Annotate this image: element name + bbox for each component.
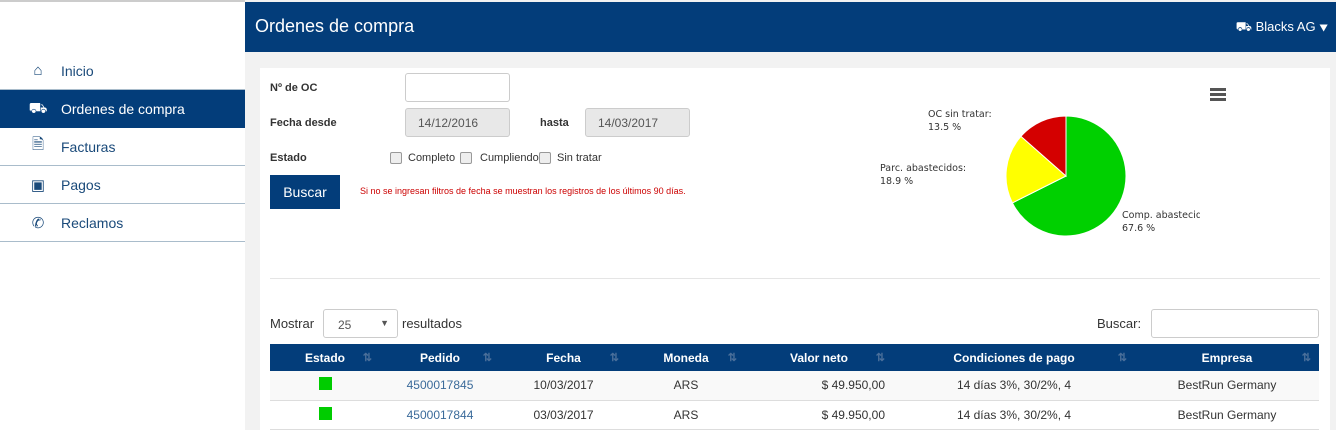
page-size-select[interactable]: 25 ▼ (323, 309, 398, 338)
hasta-input[interactable]: 14/03/2017 (585, 108, 690, 137)
moneda-cell: ARS (627, 400, 745, 430)
column-header[interactable]: Moneda ⇅ (627, 344, 745, 371)
table-row: 4500017845 10/03/2017 ARS $ 49.950,00 14 día… (270, 371, 1319, 401)
sort-icon[interactable]: ⇅ (875, 351, 885, 364)
pedido-cell: 4500017845 (380, 371, 500, 401)
sidebar-item-inicio[interactable]: ⌂ Inicio (0, 52, 245, 90)
oc-input[interactable] (405, 73, 510, 102)
sort-icon[interactable]: ⇅ (727, 351, 737, 364)
column-header[interactable]: Pedido ⇅ (380, 344, 500, 371)
fecha-desde-label: Fecha desde (270, 117, 337, 129)
sidebar: ⌂ Inicio ⛟ Ordenes de compra 🗎 Facturas ▣ Pa… (0, 0, 245, 430)
user-menu[interactable]: ⛟ Blacks AG ▾ (1235, 19, 1328, 34)
search-input[interactable] (1151, 309, 1319, 338)
column-header[interactable]: Valor neto ⇅ (745, 344, 893, 371)
sidebar-item-ordenes[interactable]: ⛟ Ordenes de compra (0, 90, 245, 128)
table-row: 4500017844 03/03/2017 ARS $ 49.950,00 14 día… (270, 400, 1319, 430)
column-header[interactable]: Empresa ⇅ (1135, 344, 1319, 371)
sort-icon[interactable]: ⇅ (1301, 351, 1311, 364)
slice-label: 13.5 % (928, 122, 961, 133)
phone-icon: ✆ (31, 214, 45, 232)
label: Ordenes de compra (61, 101, 185, 117)
mostrar-label: Mostrar (270, 316, 315, 331)
pie-slice[interactable] (1011, 115, 1127, 237)
buscar-button[interactable]: Buscar (270, 175, 340, 209)
home-icon: ⌂ (33, 62, 43, 79)
column-header[interactable]: Fecha ⇅ (500, 344, 627, 371)
label: Completo (408, 152, 456, 164)
label: Reclamos (61, 214, 124, 231)
pedido-link[interactable]: 4500017844 (406, 407, 474, 422)
header: Ordenes de compra ⛟ Blacks AG ▾ (245, 2, 1336, 52)
user-name: Blacks AG (1255, 19, 1316, 34)
empresa-cell: BestRun Germany (1135, 371, 1319, 401)
slice-label: OC sin tratar: (928, 109, 992, 120)
document-icon: 🗎 (31, 136, 45, 153)
money-icon: ▣ (30, 176, 46, 194)
main-panel: Nº de OC Fecha desde 14/12/2016 hasta 14… (260, 68, 1330, 430)
sidebar-item-facturas[interactable]: 🗎 Facturas (0, 128, 245, 166)
checkbox-cumpliendo[interactable]: Cumpliendo (460, 152, 539, 164)
condiciones-cell: 14 días 3%, 30/2%, 4 (893, 371, 1135, 401)
column-label: Fecha (546, 350, 581, 365)
sidebar-item-pagos[interactable]: ▣ Pagos (0, 166, 245, 204)
fecha-cell: 10/03/2017 (500, 371, 627, 401)
pedido-cell: 4500017844 (380, 400, 500, 430)
estado-label: Estado (270, 152, 307, 164)
column-label: Moneda (663, 350, 709, 365)
chevron-down-icon: ▼ (380, 318, 389, 328)
condiciones-cell: 14 días 3%, 30/2%, 4 (893, 400, 1135, 430)
slice-label: 67.6 % (1122, 223, 1155, 234)
checkbox-completo[interactable]: Completo (390, 152, 455, 164)
pedido-link[interactable]: 4500017845 (406, 378, 474, 393)
fecha-desde-input[interactable]: 14/12/2016 (405, 108, 510, 137)
truck-icon: ⛟ (1235, 19, 1256, 34)
label: Cumpliendo (480, 152, 539, 164)
page-size-value: 25 (338, 318, 352, 332)
buscar-label: Buscar: (1097, 316, 1142, 331)
label: Sin tratar (557, 152, 602, 164)
column-label: Valor neto (789, 350, 848, 365)
label: Inicio (61, 62, 94, 79)
moneda-cell: ARS (627, 371, 745, 401)
chart-menu-icon[interactable] (1210, 88, 1226, 103)
sort-icon[interactable]: ⇅ (1117, 351, 1127, 364)
sort-icon[interactable]: ⇅ (482, 351, 492, 364)
estado-cell (270, 371, 380, 401)
divider (270, 278, 1320, 279)
valor-cell: $ 49.950,00 (745, 371, 893, 401)
column-header[interactable]: Estado ⇅ (270, 344, 380, 371)
page-title: Ordenes de compra (255, 16, 415, 36)
empresa-cell: BestRun Germany (1135, 400, 1319, 430)
status-indicator (318, 406, 332, 420)
column-label: Empresa (1201, 350, 1253, 365)
slice-label: Comp. abastecidos: (1122, 210, 1200, 221)
column-label: Pedido (419, 350, 460, 365)
label: Pagos (61, 176, 101, 193)
orders-table: Estado ⇅ Pedido ⇅ Fecha ⇅ Moneda ⇅ Valor neto ⇅ Co… (270, 344, 1319, 430)
estado-cell (270, 400, 380, 430)
status-indicator (318, 377, 332, 391)
label: Facturas (61, 138, 116, 155)
resultados-label: resultados (402, 316, 462, 331)
filter-note: Si no se ingresan filtros de fecha se mu… (360, 186, 686, 196)
slice-label: Parc. abastecidos: (880, 163, 966, 174)
sort-icon[interactable]: ⇅ (362, 351, 372, 364)
oc-label: Nº de OC (270, 82, 318, 94)
slice-label: 18.9 % (880, 176, 913, 187)
pie-chart: Comp. abastecidos: 67.6 % Parc. abastecido… (880, 109, 1200, 237)
hasta-label: hasta (540, 117, 569, 129)
valor-cell: $ 49.950,00 (745, 400, 893, 430)
checkbox-sin-tratar[interactable]: Sin tratar (539, 152, 602, 164)
sort-icon[interactable]: ⇅ (609, 351, 619, 364)
truck-icon: ⛟ (28, 99, 48, 117)
column-label: Condiciones de pago (953, 350, 1075, 365)
fecha-cell: 03/03/2017 (500, 400, 627, 430)
column-label: Estado (304, 350, 345, 365)
sidebar-item-reclamos[interactable]: ✆ Reclamos (0, 204, 245, 242)
column-header[interactable]: Condiciones de pago ⇅ (893, 344, 1135, 371)
pie-slice[interactable] (1005, 135, 1067, 204)
pie-slice[interactable] (1020, 115, 1067, 178)
